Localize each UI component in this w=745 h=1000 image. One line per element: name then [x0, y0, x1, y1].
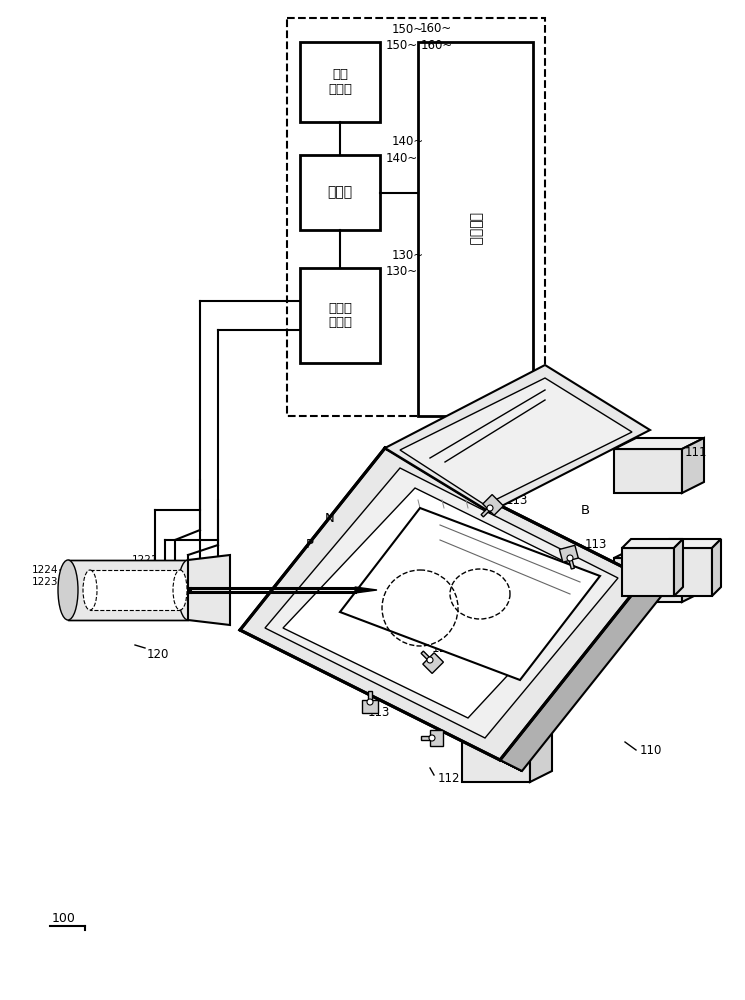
Polygon shape	[240, 630, 522, 771]
Ellipse shape	[58, 560, 78, 620]
Text: 113: 113	[432, 642, 454, 654]
Text: 控制器: 控制器	[328, 186, 352, 200]
Text: 电压测
量单元: 电压测 量单元	[328, 302, 352, 330]
Bar	[418, 42, 533, 416]
Text: 显示单元: 显示单元	[469, 212, 483, 246]
Polygon shape	[674, 539, 683, 596]
Ellipse shape	[178, 560, 198, 620]
Polygon shape	[614, 438, 704, 449]
Text: 存储
器单元: 存储 器单元	[328, 68, 352, 96]
Polygon shape	[283, 488, 598, 718]
Polygon shape	[462, 738, 530, 782]
Polygon shape	[188, 555, 230, 625]
Text: 113: 113	[585, 538, 607, 552]
Polygon shape	[660, 539, 721, 548]
Polygon shape	[481, 495, 504, 517]
Polygon shape	[362, 691, 378, 713]
Text: 160~: 160~	[420, 22, 452, 35]
Bar	[300, 42, 380, 122]
Polygon shape	[240, 448, 645, 760]
Polygon shape	[400, 378, 632, 505]
Polygon shape	[530, 727, 552, 782]
Bar	[300, 155, 380, 230]
Text: 130~: 130~	[386, 265, 418, 278]
Text: P: P	[306, 538, 314, 552]
Polygon shape	[614, 547, 704, 558]
Text: 140~: 140~	[392, 135, 424, 148]
Circle shape	[567, 555, 573, 561]
Text: 120: 120	[147, 648, 169, 661]
Text: 110: 110	[640, 744, 662, 756]
Polygon shape	[421, 651, 443, 673]
Text: 160~: 160~	[421, 39, 453, 52]
Text: 113: 113	[368, 706, 390, 718]
Polygon shape	[385, 365, 650, 512]
Polygon shape	[421, 730, 443, 746]
Text: 1222: 1222	[101, 565, 128, 575]
Polygon shape	[462, 727, 552, 738]
Polygon shape	[622, 548, 674, 596]
Text: 140~: 140~	[386, 152, 418, 165]
Circle shape	[429, 735, 435, 741]
Circle shape	[487, 505, 493, 511]
Bar	[287, 18, 545, 416]
Text: B: B	[580, 504, 589, 516]
Text: 1223: 1223	[31, 577, 58, 587]
Polygon shape	[355, 587, 377, 593]
Text: 130~: 130~	[392, 249, 424, 262]
Bar	[68, 560, 188, 620]
Polygon shape	[660, 548, 712, 596]
Circle shape	[367, 699, 373, 705]
Text: 100: 100	[52, 912, 76, 924]
Text: 150~: 150~	[386, 39, 418, 52]
Polygon shape	[500, 578, 667, 771]
Bar	[300, 268, 380, 363]
Text: 122: 122	[127, 605, 148, 615]
Text: 111: 111	[685, 446, 708, 458]
Polygon shape	[614, 558, 682, 602]
Polygon shape	[682, 547, 704, 602]
Text: 1224: 1224	[31, 565, 58, 575]
Polygon shape	[712, 539, 721, 596]
Polygon shape	[265, 468, 618, 738]
Polygon shape	[614, 449, 682, 493]
Text: N: N	[325, 512, 335, 524]
Polygon shape	[559, 545, 578, 569]
Text: 150~: 150~	[392, 23, 424, 36]
Polygon shape	[340, 508, 600, 680]
Bar	[90, 570, 180, 610]
Polygon shape	[622, 539, 683, 548]
Ellipse shape	[83, 570, 97, 610]
Text: 112: 112	[438, 772, 460, 784]
Ellipse shape	[173, 570, 187, 610]
Polygon shape	[682, 438, 704, 493]
Text: 113: 113	[506, 493, 528, 506]
Circle shape	[427, 657, 433, 663]
Text: 121: 121	[192, 595, 213, 605]
Text: 1221: 1221	[132, 555, 158, 565]
